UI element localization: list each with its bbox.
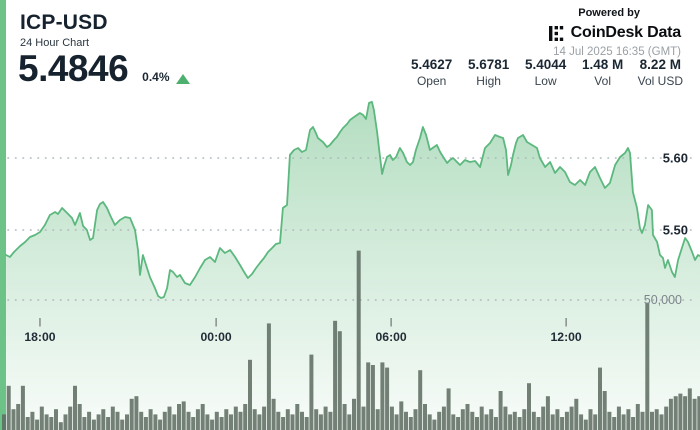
- svg-text:06:00: 06:00: [376, 330, 407, 344]
- stat-high-label: High: [476, 74, 501, 88]
- coindesk-brand-name: CoinDesk Data: [570, 24, 682, 41]
- powered-by-label: Powered by: [578, 7, 640, 19]
- page-title-symbol: ICP-USD: [20, 11, 108, 34]
- stat-vol-usd-value: 8.22 M: [639, 57, 681, 72]
- up-triangle-icon: [175, 74, 190, 84]
- stat-vol-value: 1.48 M: [582, 57, 624, 72]
- svg-text:50,000: 50,000: [644, 293, 682, 307]
- svg-text:12:00: 12:00: [551, 330, 582, 344]
- coindesk-brand[interactable]: CoinDesk Data: [548, 24, 682, 42]
- left-accent-bar: [0, 0, 6, 430]
- chart-subtitle: 24 Hour Chart: [20, 37, 90, 50]
- svg-text:5.50: 5.50: [663, 223, 688, 238]
- stat-low: 5.4044 Low: [524, 57, 568, 88]
- change-percent: 0.4%: [142, 70, 170, 84]
- stat-vol-label: Vol: [594, 74, 611, 88]
- stat-open-label: Open: [416, 74, 447, 88]
- coindesk-logo-icon: [548, 25, 563, 41]
- svg-text:5.60: 5.60: [663, 151, 688, 166]
- stat-vol: 1.48 M Vol: [581, 57, 625, 88]
- timestamp: 14 Jul 2025 16:35 (GMT): [553, 46, 681, 58]
- stat-high-value: 5.6781: [467, 57, 510, 72]
- stat-low-label: Low: [534, 74, 557, 88]
- stat-vol-usd: 8.22 M Vol USD: [638, 57, 683, 88]
- svg-text:18:00: 18:00: [24, 330, 55, 344]
- stat-vol-usd-label: Vol USD: [637, 74, 683, 88]
- stat-low-value: 5.4044: [524, 57, 567, 72]
- stat-open-value: 5.4627: [410, 57, 453, 72]
- stat-high: 5.6781 High: [467, 57, 511, 88]
- stat-open: 5.4627 Open: [410, 57, 454, 88]
- current-price: 5.4846: [18, 48, 129, 89]
- svg-text:00:00: 00:00: [201, 330, 232, 344]
- stats-row: 5.4627 Open 5.6781 High 5.4044 Low 1.48 …: [410, 57, 683, 88]
